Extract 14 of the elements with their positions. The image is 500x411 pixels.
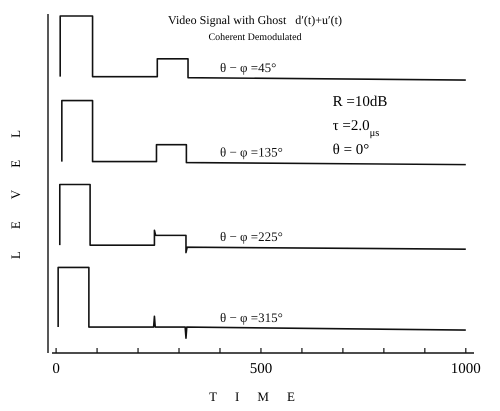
series-label: θ − φ =135° — [220, 144, 283, 160]
annotation: θ = 0° — [332, 142, 370, 158]
series-label: θ − φ =315° — [220, 310, 283, 326]
annotation: R =10dB — [332, 94, 388, 110]
y-axis-title: LEVEL — [8, 108, 23, 260]
text: Coherent Demodulated — [208, 32, 302, 43]
x-tick-label: 1000 — [450, 361, 481, 377]
chart-title: Video Signal with Ghost d′(t)+u′(t) — [168, 13, 342, 27]
x-axis-title: TIME — [209, 389, 313, 404]
series-label: θ − φ =225° — [220, 229, 283, 244]
x-tick-label: 500 — [250, 361, 272, 377]
annotation: τ =2.0$_{μs}$ — [332, 118, 380, 138]
x-tick-label: 0 — [52, 361, 60, 377]
series-label: θ − φ =45° — [220, 60, 276, 76]
